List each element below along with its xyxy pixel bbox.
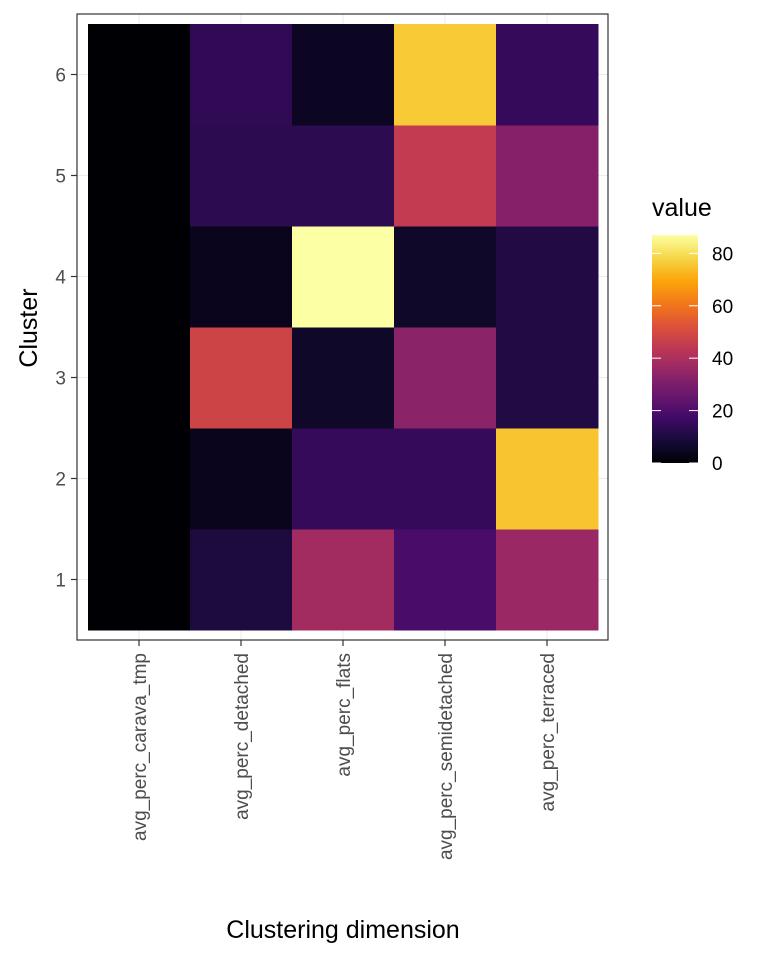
x-tick-label: avg_perc_carava_tmp [130, 653, 151, 841]
legend-tick-label: 40 [712, 349, 733, 370]
legend-tick-label: 60 [712, 297, 733, 318]
heatmap-cell-cluster2-avg_perc_flats [292, 428, 395, 530]
y-axis-title: Cluster [15, 288, 43, 367]
x-axis-title: Clustering dimension [226, 916, 459, 944]
heatmap-cell-cluster2-avg_perc_terraced [496, 428, 599, 530]
heatmap-cell-cluster5-avg_perc_detached [190, 125, 293, 227]
tiles-layer [88, 24, 599, 631]
heatmap-cell-cluster3-avg_perc_flats [292, 327, 395, 429]
y-tick-label: 2 [55, 470, 66, 491]
heatmap-cell-cluster4-avg_perc_terraced [496, 226, 599, 328]
heatmap-cell-cluster1-avg_perc_flats [292, 529, 395, 631]
heatmap-cell-cluster6-avg_perc_semidetached [394, 24, 497, 126]
heatmap-cell-cluster3-avg_perc_detached [190, 327, 293, 429]
legend-title: value [652, 194, 712, 222]
heatmap-cell-cluster2-avg_perc_carava_tmp [88, 428, 191, 530]
heatmap-cell-cluster4-avg_perc_semidetached [394, 226, 497, 328]
heatmap-cell-cluster4-avg_perc_carava_tmp [88, 226, 191, 328]
heatmap-cell-cluster5-avg_perc_flats [292, 125, 395, 227]
heatmap-cell-cluster6-avg_perc_terraced [496, 24, 599, 126]
heatmap-cell-cluster3-avg_perc_terraced [496, 327, 599, 429]
heatmap-cell-cluster5-avg_perc_terraced [496, 125, 599, 227]
heatmap-cell-cluster1-avg_perc_terraced [496, 529, 599, 631]
axis-layer: 1 2 3 4 5 6 avg_perc_carava_tmp avg_perc_detach… [55, 66, 559, 861]
x-tick-label: avg_perc_semidetached [436, 653, 457, 860]
legend-tick-label: 80 [712, 244, 733, 265]
y-tick-label: 5 [55, 167, 66, 188]
heatmap-cell-cluster6-avg_perc_detached [190, 24, 293, 126]
heatmap-cell-cluster2-avg_perc_detached [190, 428, 293, 530]
heatmap-cell-cluster4-avg_perc_detached [190, 226, 293, 328]
x-tick-label: avg_perc_terraced [538, 653, 559, 811]
legend: value 0 20 40 60 80 [652, 194, 733, 475]
y-tick-label: 6 [55, 66, 66, 87]
heatmap-cell-cluster3-avg_perc_carava_tmp [88, 327, 191, 429]
y-tick-label: 1 [55, 571, 66, 592]
y-tick-label: 3 [55, 369, 66, 390]
heatmap-cell-cluster1-avg_perc_semidetached [394, 529, 497, 631]
heatmap-cell-cluster6-avg_perc_carava_tmp [88, 24, 191, 126]
y-tick-label: 4 [55, 268, 66, 289]
legend-ticks: 0 20 40 60 80 [652, 244, 733, 475]
heatmap-cell-cluster4-avg_perc_flats [292, 226, 395, 328]
heatmap-cell-cluster1-avg_perc_carava_tmp [88, 529, 191, 631]
legend-colorbar [652, 235, 698, 463]
legend-tick-label: 20 [712, 402, 733, 423]
heatmap-cell-cluster1-avg_perc_detached [190, 529, 293, 631]
heatmap-cell-cluster5-avg_perc_carava_tmp [88, 125, 191, 227]
x-tick-label: avg_perc_detached [232, 653, 253, 820]
x-tick-label: avg_perc_flats [334, 653, 355, 777]
heatmap-cell-cluster6-avg_perc_flats [292, 24, 395, 126]
heatmap-cell-cluster3-avg_perc_semidetached [394, 327, 497, 429]
heatmap-cell-cluster5-avg_perc_semidetached [394, 125, 497, 227]
heatmap-cell-cluster2-avg_perc_semidetached [394, 428, 497, 530]
legend-tick-label: 0 [712, 454, 723, 475]
